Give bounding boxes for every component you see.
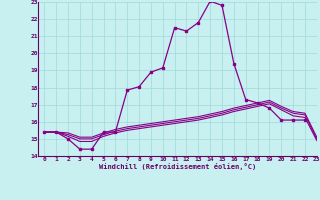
X-axis label: Windchill (Refroidissement éolien,°C): Windchill (Refroidissement éolien,°C) <box>99 163 256 170</box>
